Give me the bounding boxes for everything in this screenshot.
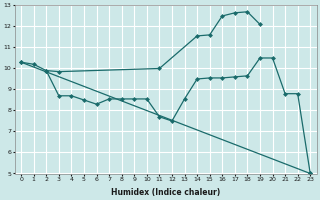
X-axis label: Humidex (Indice chaleur): Humidex (Indice chaleur) (111, 188, 220, 197)
